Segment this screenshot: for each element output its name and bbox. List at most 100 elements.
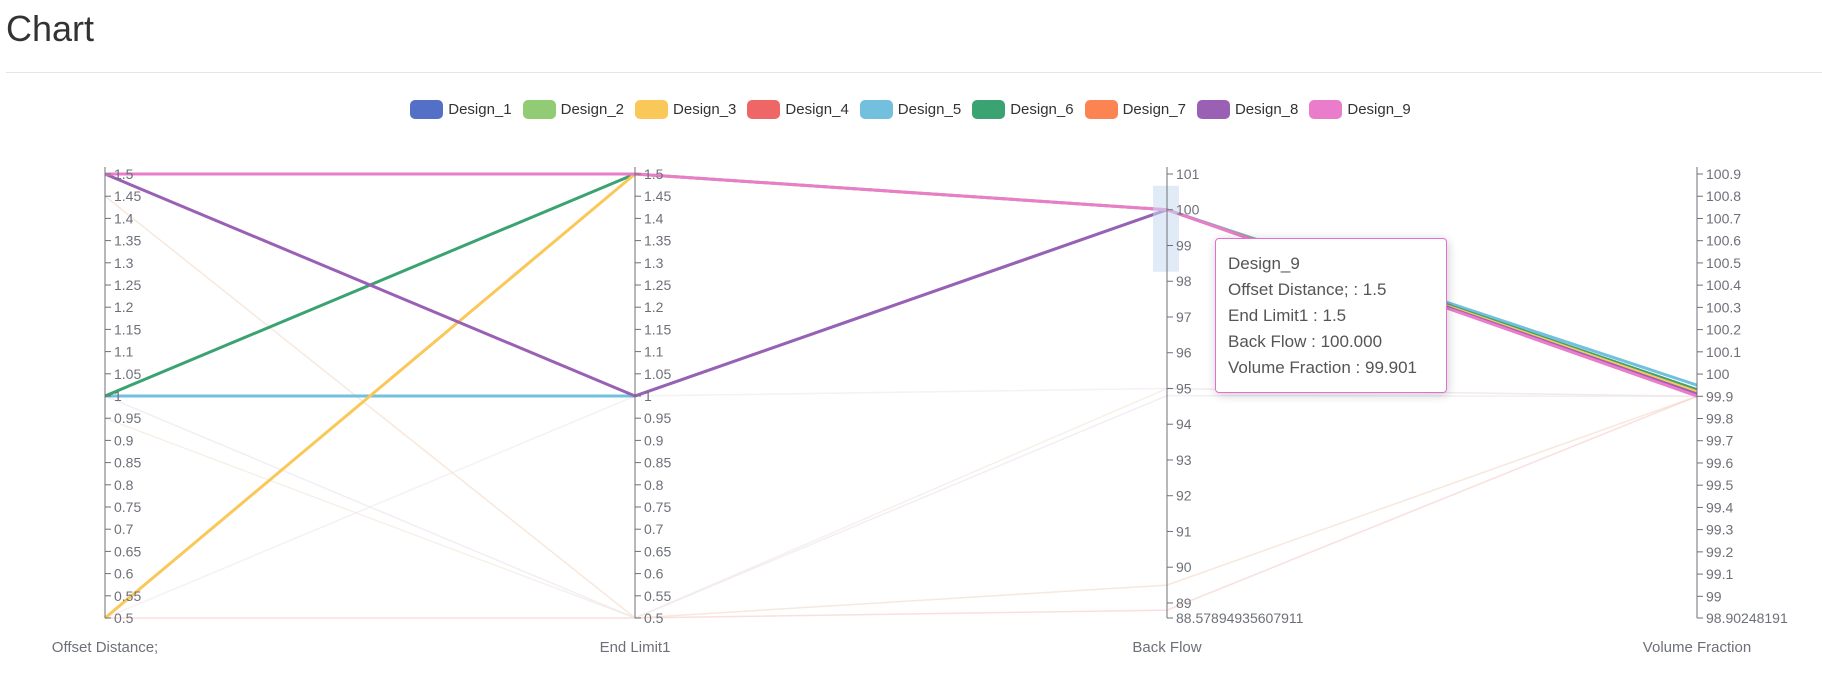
faded-series-line bbox=[104, 195, 1698, 619]
axis-tick-label: 1.5 bbox=[644, 166, 664, 182]
axis-tick-label: 99.4 bbox=[1706, 499, 1733, 515]
legend-swatch bbox=[410, 99, 444, 119]
axis-tick-label: 0.9 bbox=[644, 432, 664, 448]
axis-tick-label: 1.1 bbox=[644, 344, 664, 360]
faded-series-line bbox=[104, 394, 1698, 619]
title-divider bbox=[6, 72, 1822, 73]
axis-tick-label: 100.2 bbox=[1706, 322, 1741, 338]
legend-label: Design_1 bbox=[448, 100, 512, 118]
series-line-design-9 bbox=[105, 172, 1698, 398]
axis-tick-label: 100.4 bbox=[1706, 277, 1741, 293]
legend-item-design-6[interactable]: Design_6 bbox=[972, 99, 1074, 119]
tooltip-line: Back Flow : 100.000 bbox=[1228, 332, 1383, 351]
faded-series-line bbox=[105, 395, 1698, 619]
axis-tick-label: 1.05 bbox=[644, 366, 671, 382]
axis-name: Back Flow bbox=[1132, 639, 1201, 656]
legend-label: Design_3 bbox=[673, 100, 737, 118]
axis-tick-label: 92 bbox=[1176, 488, 1192, 504]
axis-tick-label: 1.4 bbox=[114, 210, 134, 226]
axis-tick-label: 1.45 bbox=[644, 188, 671, 204]
axis-tick-label: 0.75 bbox=[644, 499, 671, 515]
legend-item-design-7[interactable]: Design_7 bbox=[1084, 99, 1186, 119]
legend-item-design-1[interactable]: Design_1 bbox=[410, 99, 512, 119]
axis-tick-label: 1.35 bbox=[644, 233, 671, 249]
axis-tick-label: 94 bbox=[1176, 416, 1192, 432]
axis-tick-label: 1.5 bbox=[114, 166, 134, 182]
axis-tick-label: 0.7 bbox=[114, 521, 134, 537]
axis-tick-label: 98.90248191 bbox=[1706, 610, 1788, 626]
legend-label: Design_9 bbox=[1347, 100, 1411, 118]
axis-tick-label: 99.9 bbox=[1706, 388, 1733, 404]
axis-tick-label: 0.5 bbox=[644, 610, 664, 626]
axis-tick-label: 1.25 bbox=[114, 277, 141, 293]
axis-tick-label: 1 bbox=[644, 388, 652, 404]
legend-item-design-4[interactable]: Design_4 bbox=[747, 99, 849, 119]
axis-tick-label: 0.55 bbox=[644, 588, 671, 604]
legend-label: Design_6 bbox=[1010, 100, 1074, 118]
axis-tick-label: 100 bbox=[1176, 202, 1200, 218]
axis-tick-label: 1.2 bbox=[114, 299, 134, 315]
axis-tick-label: 100 bbox=[1706, 366, 1730, 382]
page-title: Chart bbox=[6, 8, 95, 49]
legend-label: Design_7 bbox=[1122, 100, 1186, 118]
tooltip-line: Volume Fraction : 99.901 bbox=[1228, 358, 1418, 377]
axis-tick-label: 99.2 bbox=[1706, 544, 1733, 560]
legend-swatch bbox=[1084, 99, 1118, 119]
axis-tick-label: 99.1 bbox=[1706, 566, 1733, 582]
axis-name: End Limit1 bbox=[600, 639, 671, 656]
legend-item-design-9[interactable]: Design_9 bbox=[1309, 99, 1411, 119]
axis-tick-label: 0.7 bbox=[644, 521, 664, 537]
axis-tick-label: 1.25 bbox=[644, 277, 671, 293]
axis-tick-label: 99.8 bbox=[1706, 411, 1733, 427]
axis-tick-label: 0.75 bbox=[114, 499, 141, 515]
axis-tick-label: 0.65 bbox=[644, 543, 671, 559]
axis-tick-label: 99.6 bbox=[1706, 455, 1733, 471]
legend-label: Design_4 bbox=[785, 100, 849, 118]
axis-tick-label: 1 bbox=[114, 388, 122, 404]
axis-tick-label: 99.3 bbox=[1706, 522, 1733, 538]
faded-series-line bbox=[104, 387, 1698, 619]
axis-tick-label: 99.7 bbox=[1706, 433, 1733, 449]
legend-swatch bbox=[859, 99, 893, 119]
legend-item-design-2[interactable]: Design_2 bbox=[522, 99, 625, 119]
axis-tick-label: 101 bbox=[1176, 166, 1200, 182]
legend-item-design-3[interactable]: Design_3 bbox=[635, 99, 737, 119]
axis-tick-label: 0.95 bbox=[644, 410, 671, 426]
axis-tick-label: 100.3 bbox=[1706, 299, 1741, 315]
axis-tick-label: 93 bbox=[1176, 452, 1192, 468]
axis-tick-label: 91 bbox=[1176, 523, 1192, 539]
legend: Design_1 Design_2 Design_3 Design_4 Desi… bbox=[0, 96, 1822, 122]
axis-tick-label: 0.65 bbox=[114, 543, 141, 559]
axis-tick-label: 99 bbox=[1706, 588, 1722, 604]
axis-tick-label: 0.6 bbox=[114, 566, 134, 582]
faded-lines bbox=[104, 195, 1698, 619]
axis-tick-label: 0.85 bbox=[644, 455, 671, 471]
axis-tick-label: 100.1 bbox=[1706, 344, 1741, 360]
legend-label: Design_8 bbox=[1234, 100, 1299, 118]
axis-tick-label: 1.15 bbox=[114, 321, 141, 337]
legend-swatch bbox=[1309, 99, 1343, 119]
legend-label: Design_5 bbox=[897, 100, 962, 118]
axis-tick-label: 100.6 bbox=[1706, 233, 1741, 249]
axis-tick-label: 95 bbox=[1176, 380, 1192, 396]
axis-tick-label: 96 bbox=[1176, 345, 1192, 361]
axis-tick-label: 1.45 bbox=[114, 188, 141, 204]
axis-tick-label: 99 bbox=[1176, 237, 1192, 253]
legend-swatch bbox=[635, 99, 669, 119]
axis-tick-label: 100.7 bbox=[1706, 210, 1741, 226]
axis-tick-label: 1.4 bbox=[644, 210, 664, 226]
legend-swatch bbox=[972, 99, 1006, 119]
axis-tick-label: 88.57894935607911 bbox=[1176, 610, 1304, 626]
axis-tick-label: 0.95 bbox=[114, 410, 141, 426]
axis-tick-label: 0.8 bbox=[644, 477, 664, 493]
legend-item-design-8[interactable]: Design_8 bbox=[1196, 99, 1299, 119]
axis-tick-label: 1.1 bbox=[114, 344, 134, 360]
legend-label: Design_2 bbox=[560, 100, 625, 118]
legend-swatch bbox=[747, 99, 781, 119]
tooltip-line: End Limit1 : 1.5 bbox=[1228, 306, 1347, 325]
axis-tick-label: 100.8 bbox=[1706, 188, 1741, 204]
axis-name: Volume Fraction bbox=[1643, 639, 1751, 656]
axis-tick-label: 1.15 bbox=[644, 321, 671, 337]
axis-tick-label: 89 bbox=[1176, 595, 1192, 611]
legend-item-design-5[interactable]: Design_5 bbox=[859, 99, 962, 119]
